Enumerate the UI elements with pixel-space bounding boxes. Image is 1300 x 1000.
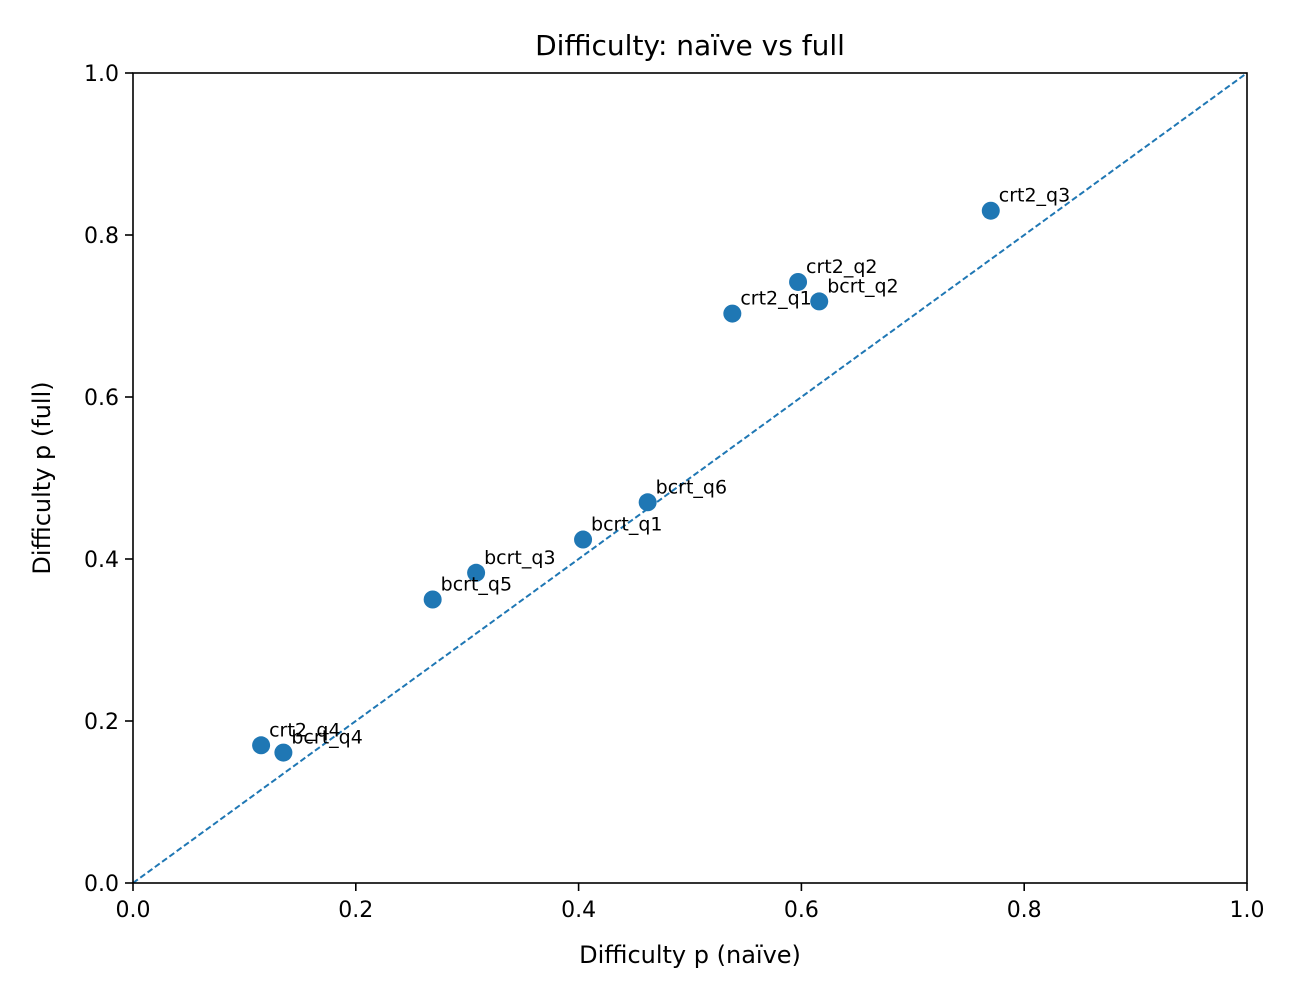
data-point-crt2-q2 [789,272,808,291]
y-tick-label: 0.4 [84,548,119,573]
x-axis-label: Difficulty p (naïve) [579,941,801,969]
point-label-crt2-q2: crt2_q2 [806,256,877,278]
y-axis: 0.0 0.2 0.4 0.6 0.8 1.0 [84,62,133,897]
data-point-bcrt-q6 [638,493,657,512]
point-label-bcrt-q6: bcrt_q6 [656,476,727,498]
x-tick-label: 1.0 [1230,898,1265,923]
data-point-bcrt-q5 [423,590,442,609]
chart-title: Difficulty: naïve vs full [535,29,845,62]
point-label-bcrt-q2: bcrt_q2 [827,275,898,297]
point-label-bcrt-q1: bcrt_q1 [591,514,662,536]
data-point-bcrt-q2 [810,292,829,311]
x-axis: 0.0 0.2 0.4 0.6 0.8 1.0 [116,883,1265,923]
y-tick-label: 0.8 [84,224,119,249]
x-tick-label: 0.8 [1007,898,1042,923]
data-point-crt2-q4 [252,736,271,755]
y-tick-label: 0.2 [84,710,119,735]
data-point-bcrt-q1 [574,530,593,549]
point-label-bcrt-q5: bcrt_q5 [441,574,512,596]
point-label-crt2-q4: crt2_q4 [269,719,340,741]
y-tick-label: 0.0 [84,872,119,897]
plot-frame [132,72,1248,884]
y-tick-label: 0.6 [84,386,119,411]
x-tick-label: 0.4 [561,898,596,923]
data-point-bcrt-q4 [274,743,293,762]
point-label-crt2-q3: crt2_q3 [999,185,1070,207]
data-point-bcrt-q3 [467,563,486,582]
data-point-crt2-q3 [981,201,1000,220]
x-tick-label: 0.0 [116,898,151,923]
x-tick-label: 0.2 [338,898,373,923]
reference-diagonal-line [132,72,1248,884]
data-point-crt2-q1 [723,304,742,323]
x-tick-label: 0.6 [784,898,819,923]
y-tick-label: 1.0 [84,62,119,87]
point-label-crt2-q1: crt2_q1 [740,288,811,310]
point-label-bcrt-q3: bcrt_q3 [484,547,555,569]
y-axis-label: Difficulty p (full) [28,381,56,574]
point-label-bcrt-q4: bcrt_q4 [291,727,362,749]
